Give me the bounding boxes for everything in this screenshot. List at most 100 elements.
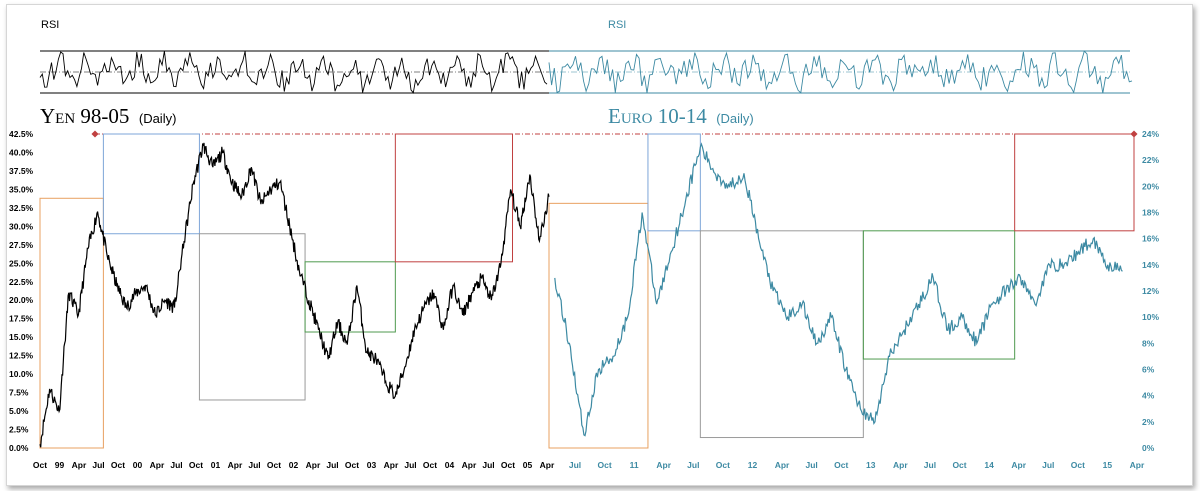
yen-y-tick: 27.5% xyxy=(9,240,34,250)
euro-y-tick: 22% xyxy=(1142,155,1159,165)
yen-x-tick: Oct xyxy=(189,460,203,470)
euro-x-tick: Jul xyxy=(569,460,581,470)
rsi-yen-bands xyxy=(40,50,549,94)
euro-x-tick: Apr xyxy=(1011,460,1026,470)
yen-title-text: Yen 98-05 xyxy=(40,104,129,128)
yen-x-tick: Apr xyxy=(228,460,243,470)
euro-y-tick: 6% xyxy=(1142,365,1155,375)
euro-y-tick: 4% xyxy=(1142,391,1155,401)
yen-x-tick: Jul xyxy=(170,460,182,470)
euro-x-tick: Oct xyxy=(597,460,611,470)
yen-y-tick: 10.0% xyxy=(9,369,34,379)
rsi-label-yen: RSI xyxy=(41,19,59,31)
yen-y-tick: 15.0% xyxy=(9,332,34,342)
yen-x-tick: 04 xyxy=(445,460,455,470)
euro-x-tick: Apr xyxy=(1130,460,1145,470)
euro-x-tick: 11 xyxy=(630,460,639,470)
euro-y-tick: 0% xyxy=(1142,443,1155,453)
euro-range-boxes xyxy=(548,133,1135,449)
euro-x-tick: Jul xyxy=(924,460,936,470)
euro-y-tick: 20% xyxy=(1142,181,1159,191)
yen-y-tick: 2.5% xyxy=(9,425,29,435)
yen-x-tick: 01 xyxy=(211,460,221,470)
yen-y-tick: 22.5% xyxy=(9,277,34,287)
yen-x-tick: Apr xyxy=(384,460,399,470)
yen-x-tick: Apr xyxy=(462,460,477,470)
yen-x-tick: Apr xyxy=(150,460,165,470)
yen-x-tick: 03 xyxy=(367,460,377,470)
yen-y-tick: 0.0% xyxy=(9,443,29,453)
yen-y-tick: 40.0% xyxy=(9,147,34,157)
yen-x-tick: Oct xyxy=(501,460,515,470)
yen-y-tick: 12.5% xyxy=(9,351,34,361)
euro-y-tick: 24% xyxy=(1142,129,1159,139)
euro-x-tick: Jul xyxy=(805,460,817,470)
yen-x-tick: Apr xyxy=(72,460,87,470)
yen-box-green xyxy=(304,261,396,333)
euro-x-tick: Oct xyxy=(834,460,848,470)
yen-y-tick: 17.5% xyxy=(9,314,34,324)
yen-y-tick: 7.5% xyxy=(9,388,29,398)
euro-chart-title: Euro 10-14 (Daily) xyxy=(608,104,754,128)
euro-box-blue xyxy=(647,133,701,232)
yen-x-tick: Apr xyxy=(540,460,555,470)
yen-y-tick: 42.5% xyxy=(9,129,34,139)
rsi-label-euro: RSI xyxy=(608,19,626,31)
yen-x-tick: Oct xyxy=(33,460,47,470)
yen-x-tick: Oct xyxy=(423,460,437,470)
euro-box-green xyxy=(862,230,1016,360)
euro-y-axis-ticks: 0% 2% 4% 6% 8% 10% 12% 14% 16% 18% 20% 22% 24% xyxy=(1142,129,1159,453)
yen-x-tick: 05 xyxy=(523,460,533,470)
euro-title-text: Euro 10-14 xyxy=(608,104,707,128)
yen-x-tick: 99 xyxy=(55,460,65,470)
euro-y-tick: 2% xyxy=(1142,417,1155,427)
yen-box-blue xyxy=(102,133,200,235)
yen-x-axis-ticks: Oct 99 Apr Jul Oct 00 Apr Jul Oct 01 Apr Jul Oct 02 Ap… xyxy=(33,460,555,470)
yen-x-tick: Jul xyxy=(92,460,104,470)
yen-x-tick: Oct xyxy=(345,460,359,470)
yen-range-boxes xyxy=(39,133,514,449)
yen-y-tick: 32.5% xyxy=(9,203,34,213)
yen-y-axis-ticks: 0.0% 2.5% 5.0% 7.5% 10.0% 12.5% 15.0% 17.5% 20.0… xyxy=(9,129,34,453)
yen-y-tick: 35.0% xyxy=(9,184,34,194)
euro-y-tick: 14% xyxy=(1142,260,1159,270)
yen-y-tick: 37.5% xyxy=(9,166,34,176)
yen-x-tick: Jul xyxy=(326,460,338,470)
euro-y-tick: 18% xyxy=(1142,208,1159,218)
euro-box-red xyxy=(1014,133,1135,232)
yen-x-tick: Apr xyxy=(306,460,321,470)
yen-subtitle-text: (Daily) xyxy=(139,111,177,126)
euro-x-tick: 14 xyxy=(984,460,994,470)
euro-x-tick: Jul xyxy=(1042,460,1054,470)
euro-box-orange xyxy=(548,202,649,449)
euro-x-tick: Apr xyxy=(893,460,908,470)
euro-y-tick: 12% xyxy=(1142,286,1159,296)
yen-y-tick: 30.0% xyxy=(9,221,34,231)
yen-x-tick: Oct xyxy=(267,460,281,470)
euro-x-tick: Oct xyxy=(952,460,966,470)
euro-y-tick: 10% xyxy=(1142,312,1159,322)
euro-x-tick: 12 xyxy=(748,460,758,470)
yen-x-tick: 00 xyxy=(133,460,143,470)
euro-x-tick: Apr xyxy=(656,460,671,470)
euro-x-axis-ticks: Jul Oct 11 Apr Jul Oct 12 Apr Jul Oct 13 Apr Jul Oct 1… xyxy=(569,460,1145,470)
yen-box-gray xyxy=(198,233,306,401)
yen-y-tick: 25.0% xyxy=(9,258,34,268)
euro-box-gray xyxy=(699,230,864,439)
rsi-euro-bands xyxy=(549,50,1130,94)
euro-x-tick: 15 xyxy=(1103,460,1113,470)
euro-subtitle-text: (Daily) xyxy=(716,111,754,126)
yen-box-red xyxy=(394,133,514,263)
yen-y-tick: 5.0% xyxy=(9,406,29,416)
euro-x-tick: Jul xyxy=(687,460,699,470)
yen-x-tick: Oct xyxy=(111,460,125,470)
rsi-yen-line xyxy=(39,50,548,94)
rsi-euro-line xyxy=(548,50,1133,94)
yen-chart-title: Yen 98-05 (Daily) xyxy=(40,104,176,128)
peak-reference-line xyxy=(91,130,1138,138)
euro-x-tick: Oct xyxy=(716,460,730,470)
yen-box-orange xyxy=(39,197,104,449)
euro-y-tick: 16% xyxy=(1142,234,1159,244)
euro-y-tick: 8% xyxy=(1142,338,1155,348)
euro-x-tick: Apr xyxy=(775,460,790,470)
